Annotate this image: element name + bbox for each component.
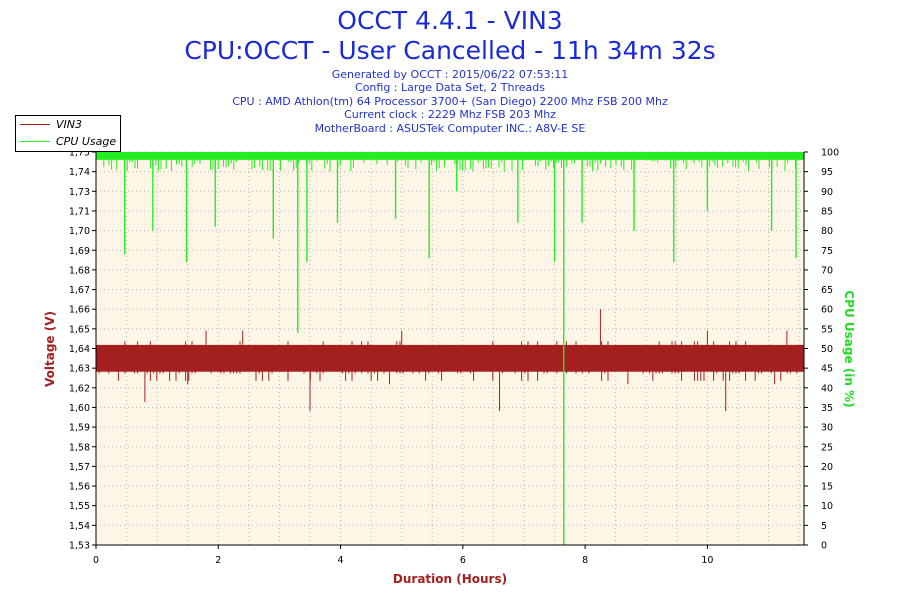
y2-tick-label: 0	[821, 541, 827, 552]
y-tick-label: 1,66	[69, 305, 90, 316]
info-cpu: CPU : AMD Athlon(tm) 64 Processor 3700+ …	[232, 94, 668, 108]
vin3-noise	[98, 341, 798, 381]
x-tick-label: 10	[701, 555, 713, 566]
y-tick-label: 1,56	[69, 482, 90, 493]
y-tick-label: 1,74	[69, 167, 90, 178]
y2-tick-label: 30	[821, 423, 833, 434]
y-tick-label: 1,58	[69, 442, 90, 453]
y2-tick-label: 20	[821, 462, 833, 473]
info-config: Config : Large Data Set, 2 Threads	[355, 81, 545, 95]
vin3-band	[96, 344, 804, 372]
y-tick-label: 1,53	[69, 541, 90, 552]
y-tick-label: 1,59	[69, 423, 90, 434]
info-clock: Current clock : 2229 Mhz FSB 203 Mhz	[344, 108, 556, 122]
y2-tick-label: 90	[821, 187, 833, 198]
legend-label-vin3: VIN3	[56, 118, 82, 131]
x-tick-label: 8	[582, 555, 588, 566]
y2-tick-label: 45	[821, 364, 833, 375]
y2-tick-label: 70	[821, 265, 833, 276]
x-axis-label: Duration (Hours)	[392, 572, 508, 586]
y-tick-label: 1,68	[69, 265, 90, 276]
y2-tick-label: 85	[821, 206, 833, 217]
y2-tick-label: 50	[821, 344, 833, 355]
x-tick-label: 0	[93, 555, 99, 566]
y-tick-label: 1,64	[69, 344, 90, 355]
legend: VIN3 CPU Usage	[15, 115, 121, 152]
x-tick-label: 4	[338, 555, 344, 566]
y-tick-label: 1,73	[69, 187, 90, 198]
y-tick-label: 1,70	[69, 226, 90, 237]
y2-tick-label: 15	[821, 482, 833, 493]
y-tick-label: 1,75	[69, 148, 90, 159]
y-tick-label: 1,69	[69, 246, 90, 257]
info-generated: Generated by OCCT : 2015/06/22 07:53:11	[331, 68, 569, 81]
series-cpu	[96, 152, 804, 545]
y2-tick-label: 100	[821, 148, 839, 159]
y2-tick-label: 95	[821, 167, 833, 178]
y2-tick-label: 35	[821, 403, 833, 414]
y2-tick-label: 5	[821, 521, 827, 532]
legend-swatch-vin3	[20, 124, 50, 125]
series-vin3	[95, 309, 804, 412]
y2-tick-label: 75	[821, 246, 833, 257]
y2-tick-label: 60	[821, 305, 833, 316]
legend-item-cpu: CPU Usage	[16, 133, 120, 150]
legend-item-vin3: VIN3	[16, 116, 120, 133]
y2-tick-label: 80	[821, 226, 833, 237]
y2-tick-label: 10	[821, 501, 833, 512]
cpu-band	[96, 152, 804, 160]
y2-tick-label: 65	[821, 285, 833, 296]
y-tick-label: 1,54	[69, 521, 90, 532]
y-tick-label: 1,63	[69, 364, 90, 375]
y2-tick-label: 25	[821, 442, 833, 453]
y-tick-label: 1,57	[69, 462, 90, 473]
y-axis-label: Voltage (V)	[43, 311, 57, 387]
y2-tick-label: 40	[821, 383, 833, 394]
x-tick-label: 2	[215, 555, 221, 566]
y-tick-label: 1,71	[69, 206, 90, 217]
y2-axis-label: CPU Usage (in %)	[842, 290, 856, 408]
y-tick-label: 1,60	[69, 403, 90, 414]
chart-subtitle: CPU:OCCT - User Cancelled - 11h 34m 32s	[184, 36, 716, 65]
info-block: Generated by OCCT : 2015/06/22 07:53:11 …	[0, 68, 900, 135]
y-tick-label: 1,62	[69, 383, 90, 394]
cpu-noise	[103, 159, 796, 172]
y-tick-label: 1,67	[69, 285, 90, 296]
x-tick-label: 6	[460, 555, 466, 566]
chart-title: OCCT 4.4.1 - VIN3	[337, 6, 563, 35]
legend-label-cpu: CPU Usage	[56, 135, 117, 148]
y2-tick-label: 55	[821, 324, 833, 335]
y-tick-label: 1,55	[69, 501, 90, 512]
y-tick-label: 1,65	[69, 324, 90, 335]
info-motherboard: MotherBoard : ASUSTek Computer INC.: A8V…	[314, 121, 586, 135]
legend-swatch-cpu	[20, 141, 50, 142]
